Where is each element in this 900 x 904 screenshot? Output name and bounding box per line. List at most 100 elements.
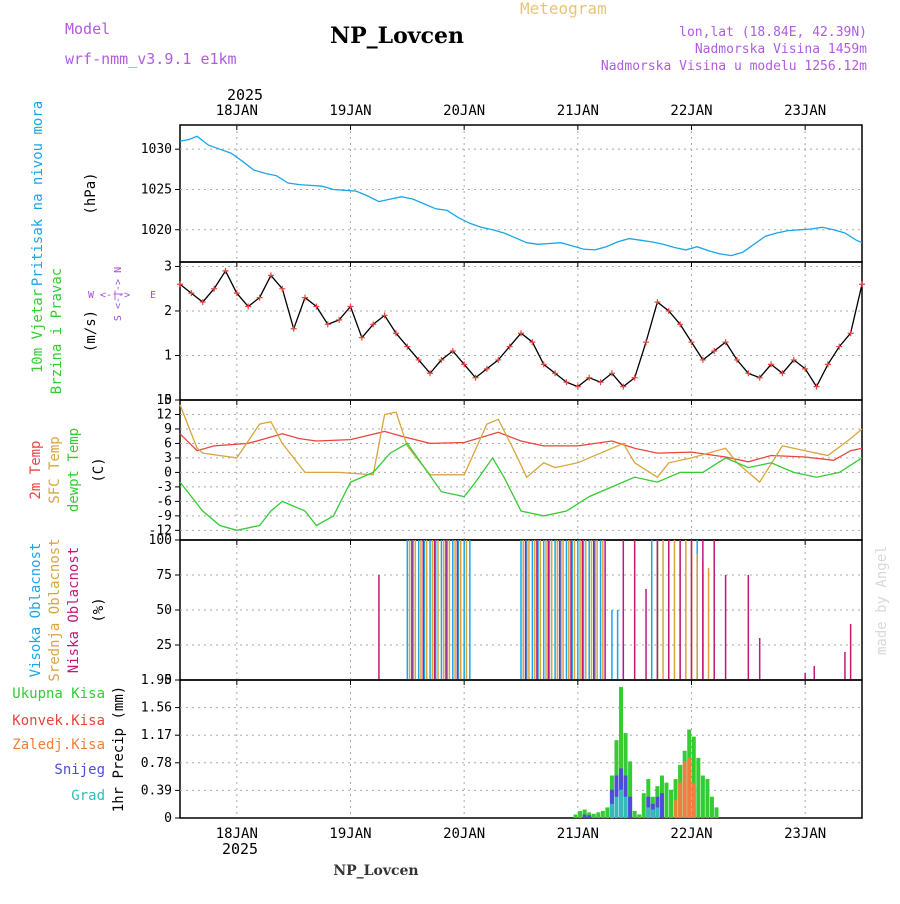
visoka-oblacnost-bar [594,540,596,680]
y-tick-label: 1.95 [141,673,172,688]
ukupna-kisa-bar [596,812,601,818]
wind-speed-point [211,285,218,292]
grad-bar [623,796,628,818]
ukupna-kisa-bar [691,736,696,818]
niska-oblacnost-bar [747,575,750,680]
x-tick-label-top: 20JAN [443,103,485,119]
legend-freezing-rain: Zaledj.Kisa [12,737,105,753]
ylabel-srednja-oblacnost: Srednja Oblacnost [47,538,63,681]
dewpt-temp-line [179,442,863,531]
wind-speed-point [768,361,775,368]
visoka-oblacnost-bar [412,540,414,680]
ukupna-kisa-bar [619,687,624,818]
niska-oblacnost-bar [668,540,670,680]
niska-oblacnost-bar [433,540,436,680]
ylabel-10m-vjetar: 10m Vjetar [30,289,46,373]
wind-speed-point [529,339,536,346]
y-tick-label: -12 [149,523,172,538]
visoka-oblacnost-bar [588,540,590,680]
wind-speed-point [188,290,195,297]
visoka-oblacnost-bar [554,540,556,680]
niska-oblacnost-bar [547,540,550,680]
legend-hail: Grad [71,788,105,804]
wind-speed-point [302,294,309,301]
wind-speed-point [438,356,445,363]
srednja-oblacnost-bar [585,540,587,680]
snijeg-bar [628,796,633,818]
precip-legend: Ukupna Kisa Konvek.Kisa Zaledj.Kisa Snij… [12,686,105,804]
niska-oblacnost-bar [724,575,727,680]
srednja-oblacnost-bar [596,540,598,680]
niska-oblacnost-bar [656,540,659,680]
legend-snow: Snijeg [54,762,105,778]
ukupna-kisa-bar [714,807,719,818]
wind-speed-point [756,374,763,381]
model-label: Model [65,20,110,38]
y-tick-label: 1020 [141,223,172,238]
snijeg-bar [582,814,587,818]
zaledj-kisa-bar [673,800,678,818]
wind-speed-point [802,365,809,372]
wind-speed-point [495,356,502,363]
y-tick-label: 1.17 [141,728,172,743]
y-tick-label: 0 [164,393,172,408]
wind-speed-point [506,343,513,350]
pressure-panel: 1020 1025 1030 Pritisak na nivou mora (hPa) [30,101,863,286]
srednja-oblacnost-bar [448,540,451,680]
grad-bar [619,789,624,818]
visoka-oblacnost-bar [565,540,568,680]
snijeg-bar [659,793,664,818]
ukupna-kisa-bar [600,810,605,818]
wind-speed-point [279,285,286,292]
x-tick-label-bottom: 20JAN [443,826,485,842]
wind-speed-point [483,365,490,372]
y-tick-label: 100 [149,533,172,548]
wind-speed-point [677,321,684,328]
footer-station: NP_Lovcen [333,863,418,879]
wind-speed-point [313,303,320,310]
srednja-oblacnost-bar [662,540,664,680]
wind-speed-point [233,290,240,297]
srednja-oblacnost-bar [602,540,604,680]
srednja-oblacnost-bar [414,540,417,680]
wind-speed-point [336,316,343,323]
ukupna-kisa-bar [628,761,633,818]
wind-speed-point [779,370,786,377]
y-tick-label: 0.78 [141,756,172,771]
credit-text: made by Angel [874,545,890,655]
visoka-oblacnost-bar [417,540,420,680]
wind-speed-point [177,281,183,288]
y-tick-label: 0 [164,465,172,480]
visoka-oblacnost-bar [440,540,443,680]
niska-oblacnost-bar [645,589,647,680]
visoka-oblacnost-bar [429,540,431,680]
y-tick-label: 3 [164,451,172,466]
snijeg-bar [587,815,592,818]
zaledj-kisa-bar [691,782,696,818]
y-tick-label: 2 [164,304,172,319]
niska-oblacnost-bar [713,540,715,680]
wind-speed-point [699,356,706,363]
visoka-oblacnost-bar [446,540,448,680]
ukupna-kisa-bar [669,789,674,818]
ukupna-kisa-bar [696,757,701,818]
visoka-oblacnost-bar [531,540,534,680]
ylabel-: (%) [91,597,107,622]
legend-convective-rain: Konvek.Kisa [12,713,105,729]
ylabel-1hr-precip-mm: 1hr Precip (mm) [111,686,127,812]
y-tick-label: 50 [156,603,172,618]
ukupna-kisa-bar [591,813,596,818]
wind-speed-point [449,348,456,355]
compass-arrows: <-|-> [100,290,130,301]
precipitation-frame [179,679,863,819]
x-tick-label-top: 23JAN [784,103,826,119]
visoka-oblacnost-bar [452,540,454,680]
pressure-frame [179,124,863,263]
compass-rose: S <-|-> N [113,267,124,321]
grad-bar [609,803,614,818]
srednja-oblacnost-bar [556,540,559,680]
visoka-oblacnost-bar [457,540,460,680]
wind-panel: 0 1 2 3 10m Vjetar Brzina i Pravac (m/s) S <-|-… [30,259,865,408]
visoka-oblacnost-bar [463,540,465,680]
ukupna-kisa-bar [637,814,642,818]
